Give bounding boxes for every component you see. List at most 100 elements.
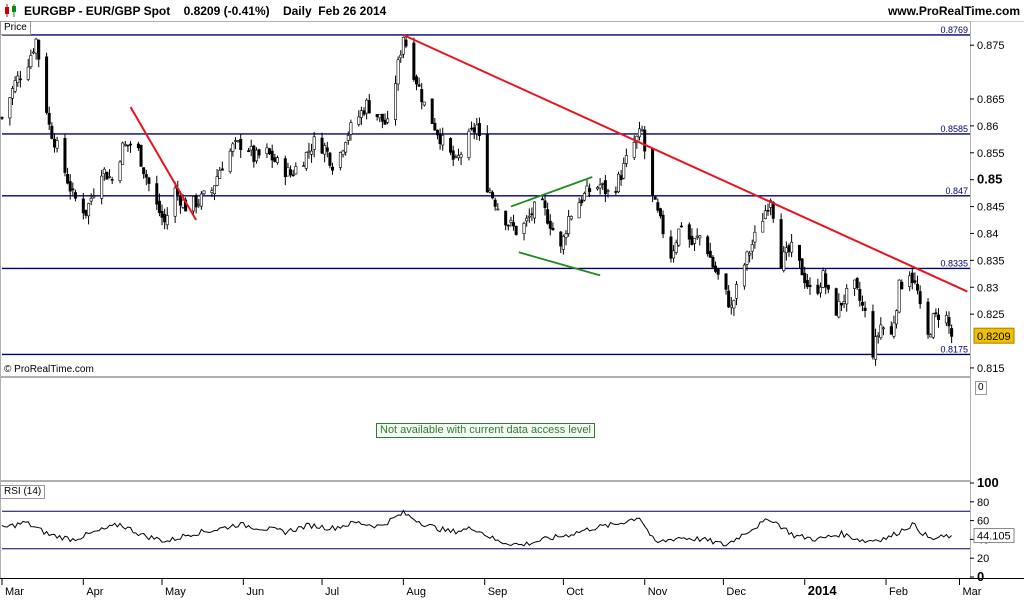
candle-body [931, 313, 935, 338]
candle-body [268, 148, 272, 155]
level-label: 0.847 [945, 186, 968, 196]
price-tick-label: 0.83 [977, 282, 998, 294]
candle-body [45, 56, 49, 113]
candle-body [393, 83, 397, 120]
indicator-axis-value: 0 [975, 381, 987, 395]
rsi-panel-frame [0, 481, 971, 579]
candle-body [399, 54, 403, 59]
date-tick-label: Apr [86, 586, 103, 598]
candle-body [651, 148, 655, 196]
candle-body [362, 110, 366, 115]
candle-body [509, 219, 513, 223]
candle-body [727, 290, 731, 308]
rsi-panel-label: RSI (14) [0, 485, 46, 499]
candle-body [729, 304, 733, 308]
candle-body [564, 233, 568, 238]
candle-body [598, 184, 602, 189]
candle-body [918, 291, 922, 305]
candle-body [900, 281, 904, 290]
candle-body [622, 163, 626, 179]
candle-body [750, 244, 754, 252]
candle-body [913, 280, 917, 283]
candle-body [118, 161, 122, 181]
candle-body [16, 75, 20, 83]
candle-body [643, 129, 647, 152]
candle-body [496, 208, 500, 211]
candle-body [821, 270, 825, 288]
candle-body [50, 125, 54, 139]
candle-body [160, 210, 164, 218]
candle-body [567, 216, 571, 235]
candle-body [698, 235, 702, 239]
candle-body [658, 208, 662, 217]
candle-body [527, 215, 531, 218]
candle-body [824, 273, 828, 288]
candle-body [766, 209, 770, 212]
candle-body [270, 150, 274, 161]
candle-body [338, 152, 342, 168]
candle-body [908, 275, 912, 287]
price-panel-label: Price [0, 21, 31, 35]
candle-body [31, 51, 35, 54]
candle-body [858, 289, 862, 301]
candle-body [834, 288, 838, 316]
candle-body [679, 225, 683, 228]
candle-body [417, 84, 421, 87]
candle-body [265, 147, 269, 154]
red-trend-line [129, 106, 197, 221]
candle-body [422, 101, 426, 106]
candle-body [637, 128, 641, 138]
candle-body [546, 209, 550, 224]
date-tick-label: Dec [726, 586, 746, 598]
candle-body [55, 140, 59, 149]
candle-body [8, 97, 12, 119]
candle-body [672, 250, 676, 259]
candle-body [745, 251, 749, 265]
candle-body [716, 268, 720, 275]
candle-body [283, 158, 287, 178]
candle-body [365, 99, 369, 114]
candle-body [695, 235, 699, 238]
candle-body [543, 200, 547, 208]
candle-body [236, 140, 240, 142]
candle-body [522, 223, 526, 234]
candle-body [380, 113, 384, 122]
candle-body [386, 118, 390, 123]
candle-body [359, 110, 363, 118]
candle-body [845, 288, 849, 305]
candle-body [582, 193, 586, 201]
candle-body [155, 183, 159, 205]
candle-body [144, 174, 148, 178]
candle-body [687, 224, 691, 240]
candle-body [690, 235, 694, 245]
price-tick-label: 0.84 [977, 228, 998, 240]
candle-body [504, 210, 508, 226]
candle-body [800, 258, 804, 276]
candle-body [231, 143, 235, 152]
price-tick-label: 0.85 [977, 172, 1002, 187]
candle-body [105, 171, 109, 180]
candle-body [163, 213, 167, 223]
candle-body [506, 224, 510, 227]
candle-body [818, 286, 822, 294]
candle-body [475, 124, 479, 134]
candle-body [724, 273, 728, 290]
candle-body [677, 228, 681, 246]
candle-body [212, 185, 216, 195]
candle-body [816, 284, 820, 294]
candle-body [10, 88, 14, 99]
candle-body [63, 138, 67, 173]
candle-body [763, 210, 767, 219]
candle-body [855, 278, 859, 289]
candle-body [71, 188, 75, 191]
brand-link[interactable]: www.ProRealTime.com [887, 4, 1020, 18]
candle-body [674, 242, 678, 253]
candle-body [797, 244, 801, 261]
candle-body [13, 80, 17, 92]
price-tick-label: 0.835 [977, 255, 1005, 267]
candle-body [252, 145, 256, 162]
candle-body [202, 190, 206, 194]
candle-body [533, 201, 537, 219]
candle-body [441, 134, 445, 146]
